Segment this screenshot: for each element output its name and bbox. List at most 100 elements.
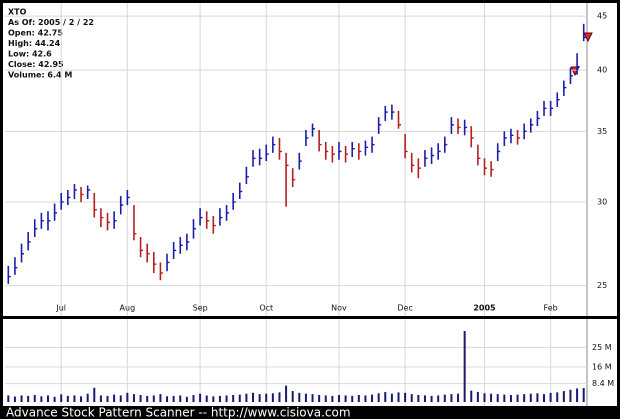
volume-bar	[331, 395, 334, 402]
volume-bar	[351, 395, 354, 402]
volume-bar	[470, 390, 473, 402]
x-tick-label: Aug	[120, 304, 136, 313]
volume-bar	[185, 396, 188, 402]
volume-bar	[549, 392, 552, 402]
volume-bar	[417, 395, 420, 402]
volume-bar	[377, 393, 380, 402]
y-tick-label: 35	[597, 127, 607, 136]
volume-bar	[225, 395, 228, 402]
volume-bar	[40, 396, 43, 402]
volume-bar	[569, 389, 572, 402]
volume-bar	[7, 395, 10, 402]
volume-tick-label: 25 M	[592, 343, 612, 352]
volume-bar	[139, 395, 142, 402]
volume-bar	[66, 395, 69, 402]
volume-tick-label: 8.4 M	[592, 379, 614, 388]
volume-bar	[556, 392, 559, 402]
x-tick-label: Oct	[259, 304, 273, 313]
header-line: Low: 42.6	[8, 50, 52, 59]
volume-bar	[410, 394, 413, 402]
volume-bar	[146, 395, 149, 402]
volume-bar	[430, 395, 433, 402]
header-line: XTO	[8, 8, 27, 17]
volume-bar	[93, 387, 96, 402]
volume-bar	[516, 394, 519, 402]
volume-bar	[291, 391, 294, 402]
header-line: Close: 42.95	[8, 60, 64, 69]
volume-bar	[278, 392, 281, 402]
volume-bar	[318, 395, 321, 402]
volume-bar	[106, 395, 109, 402]
volume-bar	[199, 393, 202, 402]
volume-bar	[80, 396, 83, 402]
volume-bar	[476, 391, 479, 402]
volume-bar	[490, 393, 493, 402]
y-tick-label: 25	[597, 281, 607, 290]
volume-bar	[371, 394, 374, 402]
volume-bar	[582, 388, 585, 402]
volume-bar	[132, 394, 135, 402]
volume-panel	[3, 319, 617, 406]
volume-bar	[576, 388, 579, 402]
y-tick-label: 45	[597, 12, 607, 21]
volume-bar	[265, 393, 268, 402]
volume-bar	[562, 391, 565, 402]
volume-bar	[232, 395, 235, 402]
volume-bar	[172, 395, 175, 402]
footer: Advance Stock Pattern Scanner -- http://…	[6, 406, 351, 419]
volume-bar	[450, 394, 453, 402]
volume-bar	[13, 396, 16, 402]
volume-bar	[86, 393, 89, 402]
volume-bar	[252, 392, 255, 402]
volume-bar	[536, 393, 539, 402]
volume-bar	[126, 392, 129, 402]
volume-bar	[99, 395, 102, 402]
volume-bar	[179, 395, 182, 402]
volume-bar	[509, 395, 512, 402]
x-tick-label: Nov	[331, 304, 347, 313]
volume-bar	[503, 394, 506, 402]
price-panel	[3, 3, 617, 316]
volume-bar	[285, 385, 288, 402]
volume-bar	[60, 394, 63, 402]
volume-bar	[159, 394, 162, 402]
volume-bar	[298, 392, 301, 402]
volume-bar	[20, 395, 23, 402]
volume-bar	[53, 396, 56, 402]
volume-bar	[27, 395, 30, 402]
volume-bar	[205, 395, 208, 402]
volume-bar	[423, 395, 426, 402]
volume-bar	[390, 393, 393, 402]
volume-bar	[357, 395, 360, 402]
volume-bar	[496, 394, 499, 402]
volume-bar	[457, 393, 460, 402]
volume-bar	[311, 394, 314, 402]
volume-bar	[119, 395, 122, 402]
volume-bar	[238, 394, 241, 402]
volume-bar	[543, 394, 546, 402]
x-tick-label: Dec	[397, 304, 412, 313]
volume-bar	[529, 393, 532, 402]
volume-bar	[166, 396, 169, 402]
volume-bar	[304, 393, 307, 402]
x-tick-label: 2005	[473, 304, 496, 313]
volume-bar	[397, 392, 400, 402]
volume-bar	[245, 393, 248, 402]
header-line: Volume: 6.4 M	[8, 71, 72, 80]
header-line: Open: 42.75	[8, 29, 63, 38]
volume-bar	[437, 395, 440, 402]
volume-bar	[523, 394, 526, 402]
volume-bar	[33, 395, 36, 402]
volume-bar	[344, 395, 347, 402]
y-tick-label: 40	[597, 66, 607, 75]
volume-bar	[271, 393, 274, 402]
header-line: As Of: 2005 / 2 / 22	[8, 18, 94, 27]
x-tick-label: Jul	[55, 304, 66, 313]
x-tick-label: Feb	[544, 304, 558, 313]
volume-bar	[364, 395, 367, 402]
volume-tick-label: 16 M	[592, 363, 612, 372]
volume-bar	[212, 396, 215, 402]
volume-bar	[443, 394, 446, 402]
volume-bar	[463, 331, 466, 402]
